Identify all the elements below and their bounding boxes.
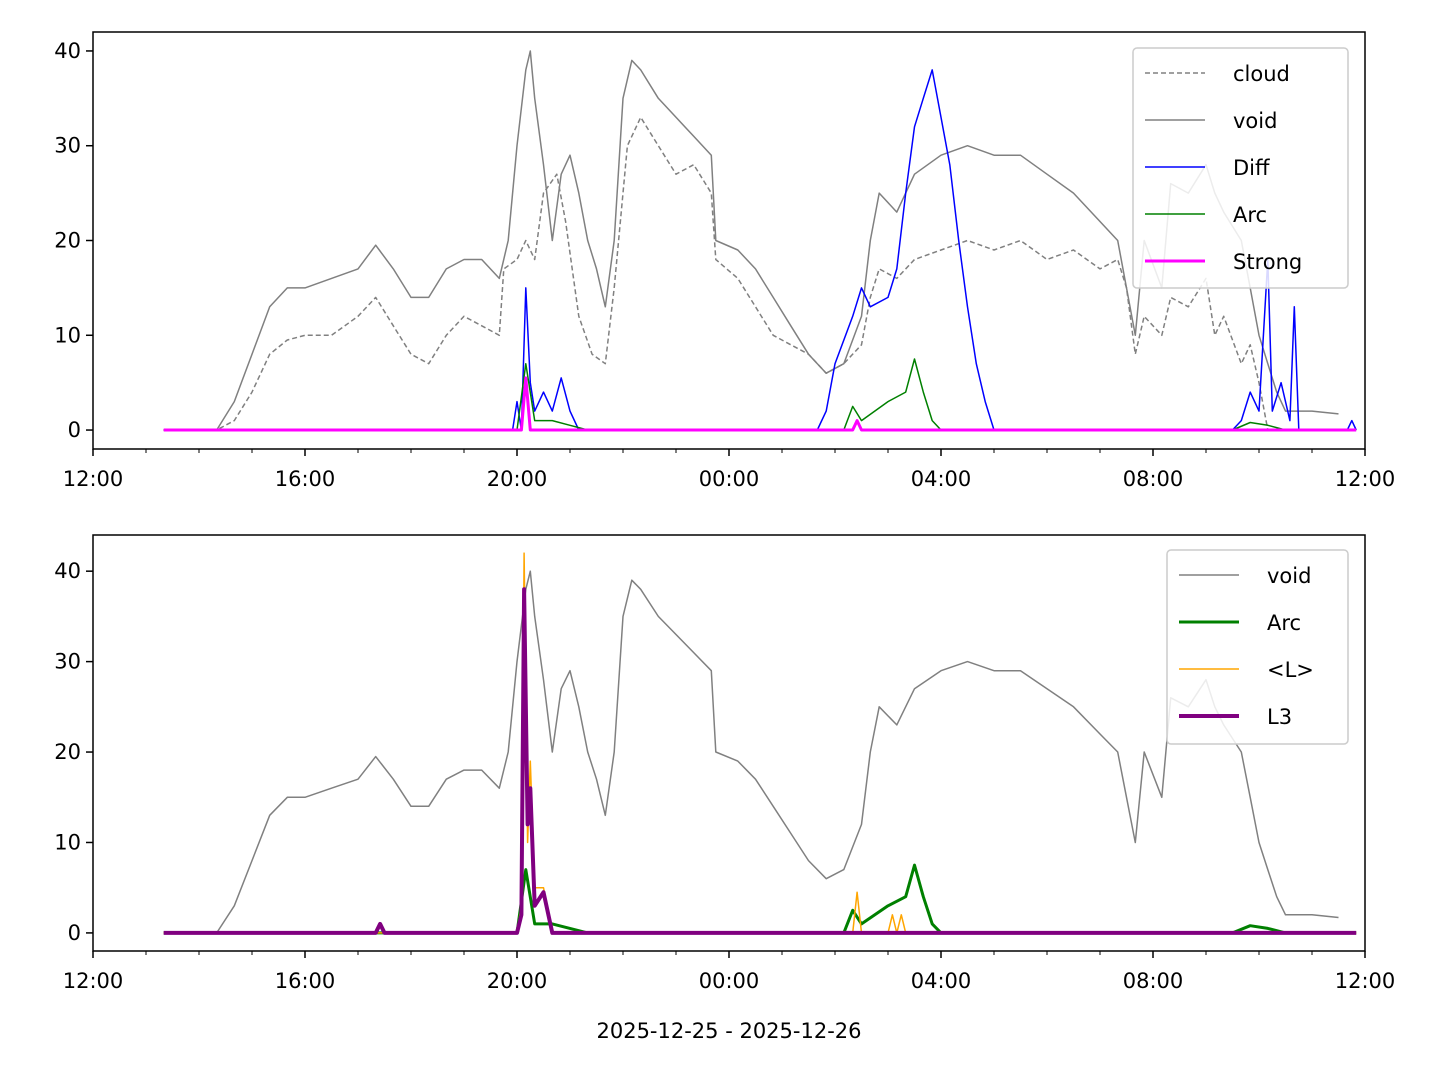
- y-tick-label: 40: [54, 559, 81, 583]
- y-tick-label: 20: [54, 229, 81, 253]
- x-tick-label: 00:00: [699, 467, 760, 491]
- y-tick-label: 20: [54, 740, 81, 764]
- legend-label: void: [1233, 109, 1277, 133]
- series-line-arc: [163, 358, 1357, 431]
- series-group: [163, 552, 1357, 935]
- legend-box: [1166, 549, 1349, 745]
- y-tick-label: 30: [54, 134, 81, 158]
- x-tick-label: 12:00: [1335, 467, 1396, 491]
- x-tick-label: 12:00: [1335, 969, 1396, 993]
- x-tick-label: 08:00: [1123, 969, 1184, 993]
- legend-label: cloud: [1233, 62, 1290, 86]
- x-tick-label: 16:00: [275, 969, 336, 993]
- chart-panel-2: 0 10 20 30 40 12:00 16:00 20:00 00:00 04:00 08:00 1…: [54, 534, 1396, 1043]
- legend-label: Arc: [1267, 611, 1301, 635]
- y-tick-label: 0: [68, 418, 81, 442]
- x-tick-label: 00:00: [699, 969, 760, 993]
- chart-panel-1: 0 10 20 30 40 12:00 16:00 20:00 00:00 04:00 08:00 1…: [54, 31, 1396, 491]
- series-line-void: [163, 570, 1339, 934]
- x-tick-label: 20:00: [487, 467, 548, 491]
- series-line-arc: [163, 863, 1357, 935]
- series-line-cloud: [163, 116, 1286, 431]
- x-tick-label: 04:00: [911, 969, 972, 993]
- x-tick-label: 04:00: [911, 467, 972, 491]
- legend-label: void: [1267, 564, 1311, 588]
- x-tick-label: 12:00: [63, 467, 124, 491]
- x-tick-label: 20:00: [487, 969, 548, 993]
- series-line-l3: [163, 587, 1357, 935]
- legend-label: Strong: [1233, 250, 1302, 274]
- y-tick-label: 30: [54, 650, 81, 674]
- y-tick-label: 10: [54, 323, 81, 347]
- legend: cloud void Diff Arc Strong: [1132, 47, 1349, 289]
- legend: void Arc <L> L3: [1166, 549, 1349, 745]
- y-tick-label: 40: [54, 39, 81, 63]
- legend-label: L3: [1267, 705, 1292, 729]
- x-tick-label: 08:00: [1123, 467, 1184, 491]
- x-axis-label: 2025-12-25 - 2025-12-26: [596, 1019, 861, 1043]
- y-tick-label: 10: [54, 830, 81, 854]
- x-tick-label: 12:00: [63, 969, 124, 993]
- legend-label: <L>: [1267, 658, 1314, 682]
- series-line-strong: [163, 376, 1357, 432]
- series-line-diff: [163, 69, 1357, 431]
- legend-label: Diff: [1233, 156, 1270, 180]
- legend-label: Arc: [1233, 203, 1267, 227]
- y-tick-label: 0: [68, 921, 81, 945]
- x-tick-label: 16:00: [275, 467, 336, 491]
- legend-box: [1132, 47, 1349, 289]
